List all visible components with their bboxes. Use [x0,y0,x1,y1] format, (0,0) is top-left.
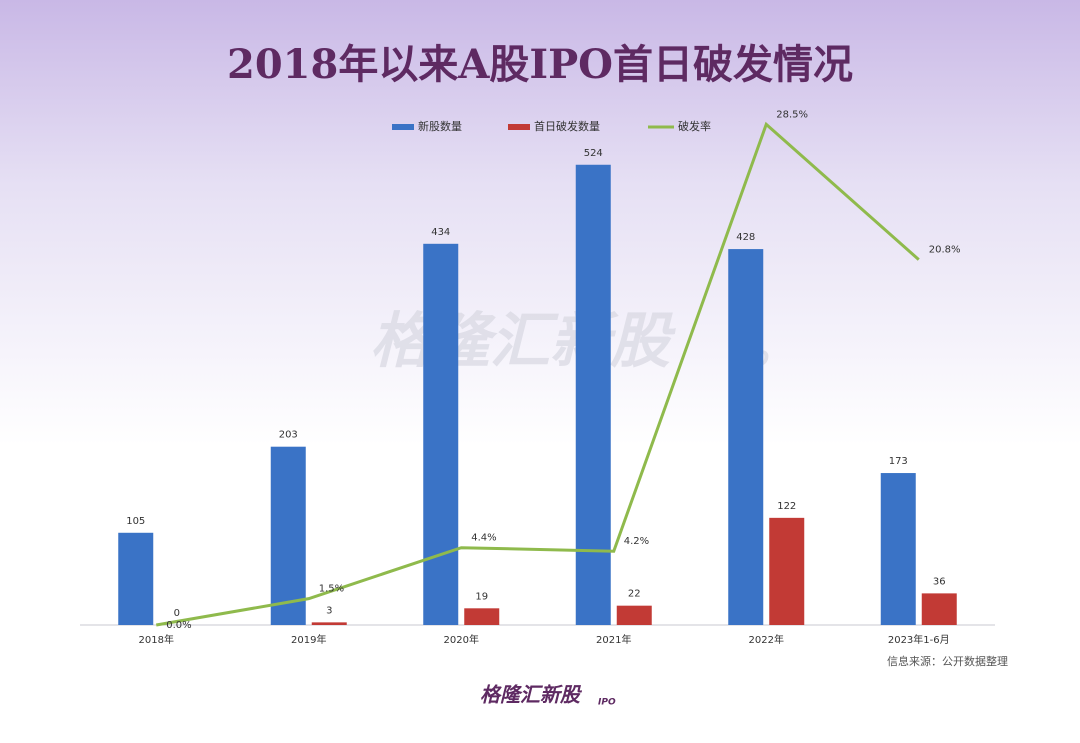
data-label: 105 [126,516,145,527]
x-tick-label: 2021年 [596,633,631,646]
data-label: 173 [889,456,908,467]
watermark: 格隆汇新股 [370,307,676,377]
data-label: 434 [431,227,450,238]
data-label: 22 [628,589,641,600]
legend-marker [392,124,414,130]
bar [423,243,459,625]
logo: 格隆汇新股 [480,683,582,707]
data-label: 4.4% [471,533,496,544]
data-label: 28.5% [776,109,808,120]
data-label: 428 [736,232,755,243]
data-label: 0 [174,608,180,619]
data-label: 3 [326,605,332,616]
bar [464,608,500,625]
x-tick-label: 2019年 [291,633,326,646]
data-label: 19 [475,591,488,602]
data-label: 20.8% [929,245,961,256]
line [155,121,920,627]
chart-title: 2018年以来A股IPO首日破发情况 [227,41,853,88]
data-label: 4.2% [624,536,649,547]
bar [769,517,805,625]
bar [728,249,764,625]
data-label: 524 [584,148,603,159]
data-label: 0.0% [166,620,191,631]
bar [270,446,306,625]
data-label: 203 [279,430,298,441]
bar [311,622,347,625]
source-note: 信息来源：公开数据整理 [887,654,1008,668]
legend-label: 新股数量 [418,119,462,133]
bar [575,164,611,625]
bar [616,605,652,625]
bar [921,593,957,625]
data-label: 36 [933,576,946,587]
legend-marker [508,124,530,130]
legend-label: 首日破发数量 [534,119,600,133]
logo-sub: IPO [598,698,616,708]
data-label: 1.5% [319,584,344,595]
bar [880,473,916,625]
x-tick-label: 2020年 [444,633,479,646]
data-label: 122 [777,501,796,512]
legend-label: 破发率 [678,119,711,133]
x-tick-label: 2023年1-6月 [888,633,950,646]
x-tick-label: 2018年 [139,633,174,646]
x-tick-label: 2022年 [749,633,784,646]
bar [118,532,154,625]
